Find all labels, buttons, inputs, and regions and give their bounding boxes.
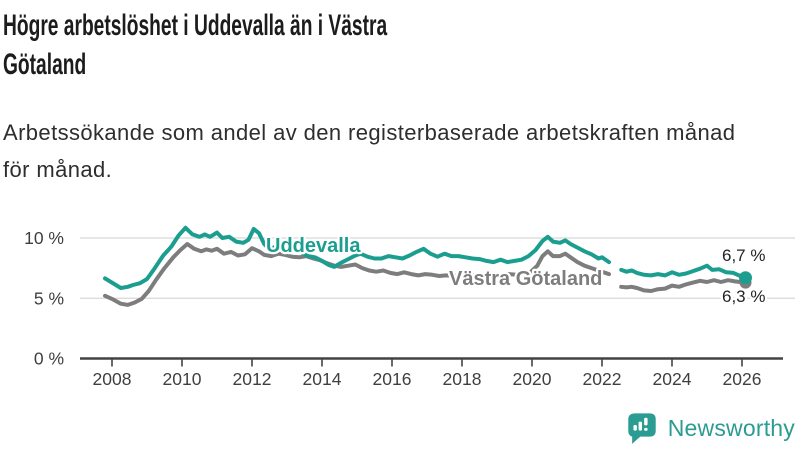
subtitle-line-1: Arbetssökande som andel av den registerb…: [3, 120, 736, 145]
chart-subtitle: Arbetssökande som andel av den registerb…: [3, 114, 735, 188]
x-tick-label: 2018: [443, 369, 482, 389]
title-line-2: Götaland: [3, 48, 87, 81]
y-tick-label: 10 %: [24, 228, 64, 248]
subtitle-line-2: för månad.: [3, 157, 113, 182]
series-label-västra-götaland: Västra Götaland: [449, 268, 602, 290]
x-tick-label: 2022: [583, 369, 622, 389]
x-tick-label: 2012: [233, 369, 272, 389]
series-line-västra-götaland: [103, 242, 611, 307]
series-line-uddevalla: [103, 225, 611, 290]
newsworthy-logo-icon: [628, 413, 656, 444]
x-tick-label: 2008: [93, 369, 132, 389]
x-tick-label: 2024: [653, 369, 692, 389]
series-end-value-västra-götaland: 6,3 %: [722, 287, 765, 306]
x-tick-label: 2020: [513, 369, 552, 389]
x-tick-label: 2016: [373, 369, 412, 389]
x-tick-label: 2014: [303, 369, 342, 389]
series-line-uddevalla: [619, 263, 748, 280]
series-label-uddevalla: Uddevalla: [266, 235, 361, 257]
newsworthy-logo-text: Newsworthy: [667, 414, 795, 441]
series-end-value-uddevalla: 6,7 %: [722, 246, 765, 265]
y-tick-label: 5 %: [34, 288, 64, 308]
y-tick-label: 0 %: [34, 349, 64, 369]
newsworthy-logo: Newsworthy: [624, 408, 795, 448]
x-tick-label: 2026: [723, 369, 762, 389]
series-end-dot-uddevalla: [739, 271, 752, 285]
series-line-västra-götaland: [619, 278, 748, 293]
x-tick-label: 2010: [163, 369, 202, 389]
title-line-1: Högre arbetslöshet i Uddevalla än i Väst…: [3, 9, 388, 42]
page-title: Högre arbetslöshet i Uddevalla än i Väst…: [3, 6, 387, 84]
